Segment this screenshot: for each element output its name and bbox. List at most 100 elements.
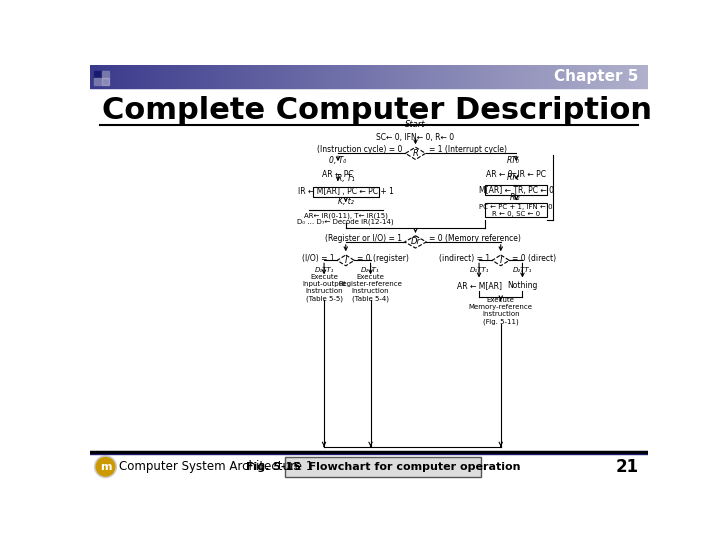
- Bar: [465, 65, 466, 88]
- Bar: [526, 65, 527, 88]
- Bar: [91, 65, 92, 88]
- Bar: [292, 65, 293, 88]
- Text: IR ← M[AR] , PC ← PC + 1: IR ← M[AR] , PC ← PC + 1: [298, 187, 394, 197]
- Bar: [457, 65, 458, 88]
- Bar: [638, 65, 639, 88]
- Bar: [274, 65, 275, 88]
- Bar: [639, 65, 640, 88]
- Bar: [235, 65, 236, 88]
- Bar: [486, 65, 487, 88]
- Bar: [139, 65, 140, 88]
- Bar: [503, 65, 504, 88]
- Bar: [640, 65, 641, 88]
- Bar: [576, 65, 577, 88]
- Bar: [571, 65, 572, 88]
- Bar: [117, 65, 118, 88]
- Bar: [285, 65, 286, 88]
- Bar: [263, 65, 264, 88]
- Bar: [338, 65, 339, 88]
- Bar: [182, 65, 183, 88]
- Bar: [400, 65, 401, 88]
- Bar: [608, 65, 609, 88]
- Bar: [415, 65, 416, 88]
- Bar: [564, 65, 565, 88]
- Bar: [255, 65, 256, 88]
- Bar: [102, 71, 109, 78]
- Bar: [342, 65, 343, 88]
- Bar: [363, 65, 364, 88]
- Bar: [393, 65, 394, 88]
- Bar: [537, 65, 538, 88]
- Bar: [493, 65, 494, 88]
- Bar: [101, 65, 102, 88]
- Bar: [144, 65, 145, 88]
- Bar: [195, 65, 196, 88]
- Text: D₁TT₁: D₁TT₁: [315, 267, 334, 273]
- Bar: [225, 65, 226, 88]
- Bar: [429, 65, 431, 88]
- Bar: [637, 65, 638, 88]
- Bar: [104, 65, 106, 88]
- Bar: [417, 65, 418, 88]
- Bar: [492, 65, 493, 88]
- Bar: [254, 65, 255, 88]
- Bar: [579, 65, 580, 88]
- Bar: [489, 65, 490, 88]
- Bar: [530, 65, 531, 88]
- Bar: [165, 65, 166, 88]
- Bar: [304, 65, 305, 88]
- Bar: [466, 65, 467, 88]
- Bar: [373, 65, 374, 88]
- Bar: [223, 65, 224, 88]
- Bar: [446, 65, 447, 88]
- Bar: [194, 65, 195, 88]
- Bar: [478, 65, 479, 88]
- Bar: [467, 65, 468, 88]
- Bar: [145, 65, 147, 88]
- Bar: [226, 65, 228, 88]
- Bar: [108, 65, 109, 88]
- Bar: [616, 65, 617, 88]
- Bar: [135, 65, 136, 88]
- Text: RT₁: RT₁: [508, 173, 520, 182]
- Bar: [510, 65, 512, 88]
- Bar: [102, 65, 103, 88]
- Bar: [94, 65, 96, 88]
- Bar: [443, 65, 444, 88]
- Bar: [475, 65, 476, 88]
- Bar: [239, 65, 240, 88]
- Bar: [178, 65, 179, 88]
- Bar: [245, 65, 246, 88]
- Bar: [346, 65, 347, 88]
- Bar: [111, 65, 112, 88]
- Bar: [265, 65, 266, 88]
- Text: Execute
Input-output
Instruction
(Table 5-5): Execute Input-output Instruction (Table …: [302, 274, 346, 302]
- Bar: [497, 65, 498, 88]
- Bar: [414, 65, 415, 88]
- Bar: [410, 65, 411, 88]
- Bar: [421, 65, 422, 88]
- Bar: [307, 65, 309, 88]
- Bar: [296, 65, 297, 88]
- Bar: [617, 65, 618, 88]
- Text: I: I: [500, 256, 502, 265]
- Bar: [134, 65, 135, 88]
- Bar: [381, 65, 382, 88]
- Bar: [438, 65, 439, 88]
- Bar: [97, 65, 98, 88]
- Bar: [287, 65, 289, 88]
- Bar: [360, 65, 361, 88]
- Text: m: m: [100, 462, 112, 472]
- Bar: [283, 65, 284, 88]
- Bar: [151, 65, 152, 88]
- Bar: [560, 65, 561, 88]
- Bar: [456, 65, 457, 88]
- Bar: [568, 65, 569, 88]
- Bar: [249, 65, 250, 88]
- Bar: [214, 65, 215, 88]
- Bar: [299, 65, 300, 88]
- Bar: [454, 65, 455, 88]
- Bar: [479, 65, 480, 88]
- Bar: [361, 65, 362, 88]
- Bar: [175, 65, 176, 88]
